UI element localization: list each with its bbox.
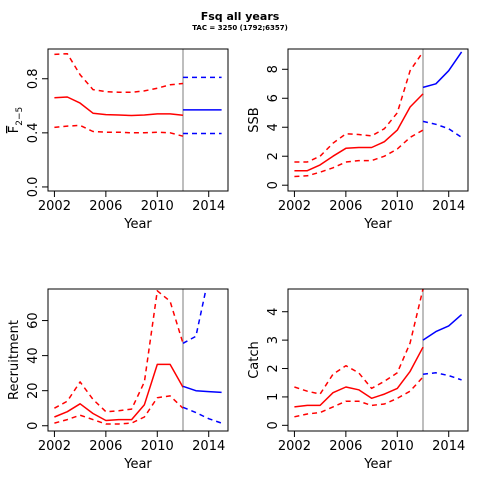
x-tick-label: 2002 (278, 439, 311, 454)
chart-panel-bottom-right: 2002 2006 2010 2014 0 1 2 3 4 Year Catch (247, 288, 469, 472)
x-axis-label: Year (123, 217, 152, 232)
historic-lower-line (294, 129, 424, 178)
projection-estimate-line (422, 51, 463, 89)
projection-estimate-line (182, 385, 222, 394)
x-tick-label: 2014 (192, 439, 225, 454)
x-tick-label: 2010 (141, 439, 174, 454)
historic-lower-line (54, 395, 184, 425)
y-axis-label: Recruitment (7, 320, 22, 400)
historic-estimate-line (54, 96, 184, 117)
chart-panel-bottom-left: 2002 2006 2010 2014 0 20 40 60 Year Recruitment (7, 288, 229, 472)
y-tick-label: 3 (266, 336, 281, 344)
historic-estimate-line (54, 363, 184, 422)
plot-area (54, 49, 222, 191)
historic-estimate-line (294, 93, 424, 172)
x-tick-label: 2002 (38, 199, 71, 214)
historic-upper-line (294, 51, 424, 163)
y-tick-label: 0.4 (26, 123, 41, 144)
y-tick-label: 20 (26, 382, 41, 399)
historic-upper-line (54, 52, 184, 94)
projection-lower-line (182, 406, 222, 424)
y-tick-label: 0 (266, 421, 281, 429)
y-axis-label: Catch (247, 341, 262, 379)
x-tick-label: 2014 (192, 199, 225, 214)
projection-upper-line (423, 0, 462, 33)
y-tick-label: 0.8 (26, 68, 41, 89)
projection-lower-line (422, 372, 462, 381)
x-tick-label: 2010 (141, 199, 174, 214)
y-axis-label: F2−5 (7, 107, 25, 133)
y-axis-label: SSB (247, 107, 262, 132)
projection-upper-line (182, 289, 207, 344)
y-tick-label: 0 (26, 422, 41, 430)
x-axis-label: Year (123, 457, 152, 472)
plot-area (54, 289, 222, 431)
y-tick-label: 4 (266, 123, 281, 131)
projection-estimate-line (422, 314, 463, 341)
panel-frame (287, 288, 469, 432)
panel-frame (47, 288, 229, 432)
y-tick-label: 0.0 (26, 177, 41, 198)
chart-panel-top-left: 2002 2006 2010 2014 0.0 0.4 0.8 Year F2−5 (7, 48, 229, 232)
y-tick-label: 8 (266, 65, 281, 73)
historic-upper-line (294, 289, 424, 395)
figure-subtitle: TAC = 3250 (1792;6357) (192, 24, 288, 32)
x-axis-label: Year (363, 457, 392, 472)
y-tick-label: 40 (26, 347, 41, 364)
plot-area (294, 0, 463, 191)
x-tick-label: 2014 (432, 199, 465, 214)
historic-estimate-line (294, 346, 424, 408)
panel-frame (47, 48, 229, 192)
projection-lower-line (422, 120, 463, 139)
historic-lower-line (54, 124, 184, 137)
y-tick-label: 2 (266, 152, 281, 160)
chart-panel-top-right: 2002 2006 2010 2014 0 2 4 6 8 Year SSB (247, 0, 469, 232)
y-axis-label-main: F (7, 126, 22, 133)
historic-lower-line (294, 376, 424, 418)
x-tick-label: 2006 (329, 439, 362, 454)
y-tick-label: 0 (266, 181, 281, 189)
x-tick-label: 2014 (432, 439, 465, 454)
y-tick-label: 6 (266, 94, 281, 102)
plot-area (294, 289, 463, 431)
y-tick-label: 60 (26, 312, 41, 329)
x-tick-label: 2002 (278, 199, 311, 214)
x-tick-label: 2010 (381, 199, 414, 214)
figure-title: Fsq all years (201, 10, 280, 23)
x-tick-label: 2010 (381, 439, 414, 454)
panel-frame (287, 48, 469, 192)
x-tick-label: 2006 (89, 199, 122, 214)
x-tick-label: 2006 (329, 199, 362, 214)
y-tick-label: 4 (266, 308, 281, 316)
y-axis-label-subscript: 2−5 (15, 107, 25, 126)
y-tick-label: 2 (266, 364, 281, 372)
x-tick-label: 2002 (38, 439, 71, 454)
historic-upper-line (54, 290, 184, 413)
y-tick-label: 1 (266, 393, 281, 401)
x-axis-label: Year (363, 217, 392, 232)
x-tick-label: 2006 (89, 439, 122, 454)
